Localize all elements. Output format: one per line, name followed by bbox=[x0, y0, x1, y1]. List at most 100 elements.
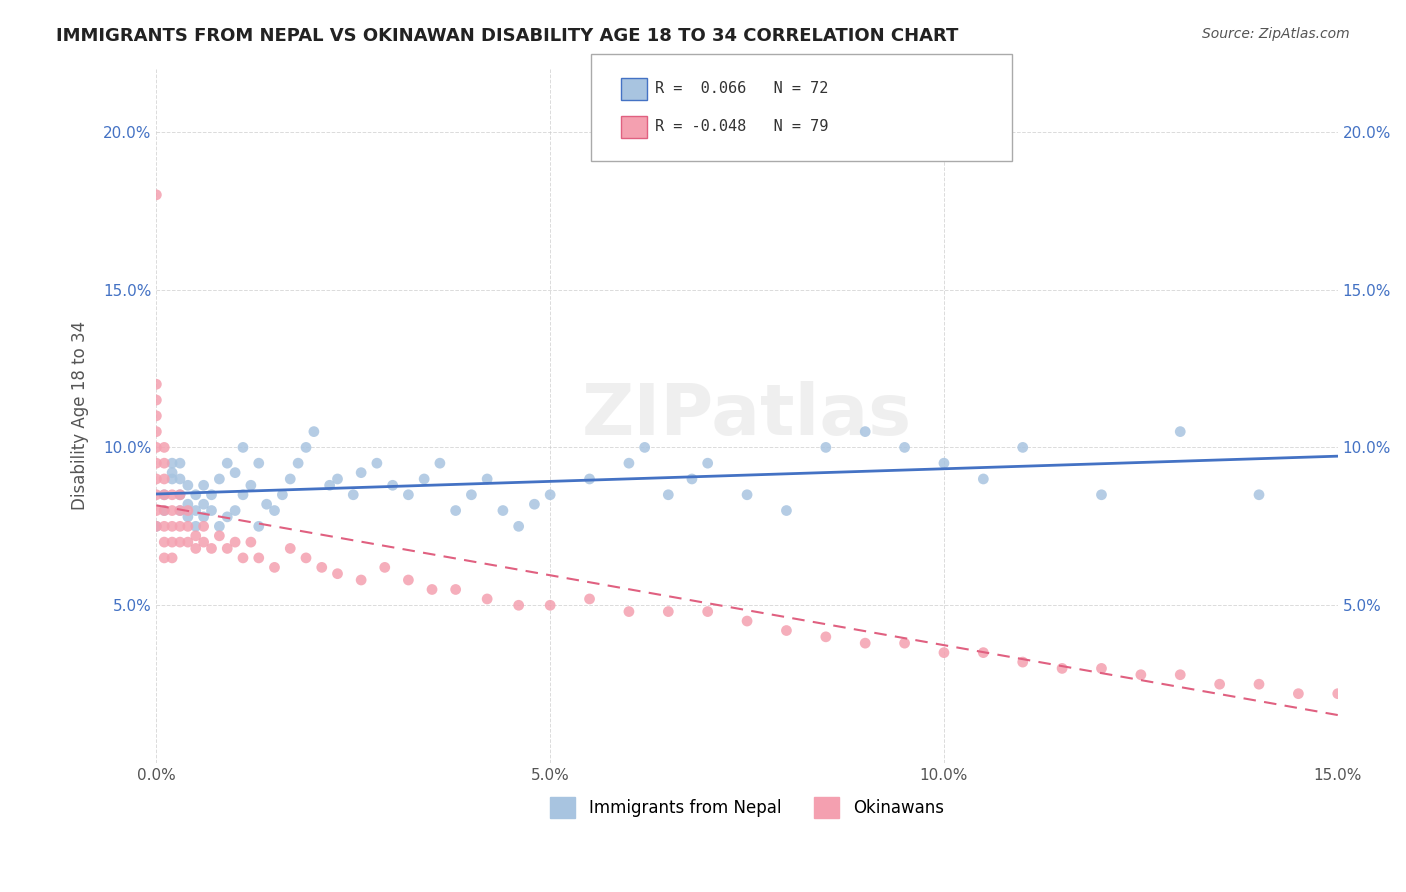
Text: R =  0.066   N = 72: R = 0.066 N = 72 bbox=[655, 81, 828, 95]
Point bbox=[1090, 488, 1112, 502]
Point bbox=[295, 550, 318, 565]
Point bbox=[538, 488, 561, 502]
Point bbox=[508, 519, 530, 533]
Point bbox=[1247, 677, 1270, 691]
Point bbox=[153, 535, 176, 549]
Point bbox=[169, 535, 191, 549]
Point bbox=[177, 503, 200, 517]
Point bbox=[460, 488, 482, 502]
Point bbox=[153, 456, 176, 470]
Point bbox=[177, 519, 200, 533]
Point bbox=[169, 503, 191, 517]
Point bbox=[735, 614, 758, 628]
Point bbox=[295, 441, 318, 455]
Point bbox=[508, 599, 530, 613]
Point bbox=[318, 478, 340, 492]
Point bbox=[1090, 661, 1112, 675]
Point bbox=[413, 472, 436, 486]
Point bbox=[311, 560, 333, 574]
Point bbox=[775, 624, 797, 638]
Point bbox=[475, 472, 498, 486]
Point bbox=[232, 441, 254, 455]
Point bbox=[153, 519, 176, 533]
Point bbox=[696, 605, 718, 619]
Point bbox=[617, 456, 640, 470]
Point bbox=[1247, 488, 1270, 502]
Point bbox=[184, 529, 207, 543]
Point bbox=[184, 519, 207, 533]
Point bbox=[160, 535, 183, 549]
Point bbox=[145, 519, 167, 533]
Point bbox=[492, 503, 515, 517]
Point bbox=[193, 478, 215, 492]
Point bbox=[326, 566, 349, 581]
Point bbox=[893, 441, 915, 455]
Point bbox=[396, 488, 419, 502]
Point bbox=[1286, 687, 1309, 701]
Point bbox=[145, 488, 167, 502]
Point bbox=[169, 503, 191, 517]
Point bbox=[429, 456, 451, 470]
Point bbox=[578, 591, 600, 606]
Point bbox=[523, 497, 546, 511]
Point bbox=[247, 550, 270, 565]
Point bbox=[1168, 667, 1191, 681]
Point bbox=[350, 466, 373, 480]
Point bbox=[475, 591, 498, 606]
Point bbox=[200, 541, 222, 556]
Point bbox=[169, 519, 191, 533]
Point bbox=[193, 535, 215, 549]
Point bbox=[578, 472, 600, 486]
Point bbox=[145, 392, 167, 407]
Point bbox=[224, 535, 246, 549]
Point bbox=[169, 488, 191, 502]
Point bbox=[972, 472, 994, 486]
Point bbox=[153, 441, 176, 455]
Point bbox=[145, 187, 167, 202]
Point bbox=[177, 509, 200, 524]
Point bbox=[396, 573, 419, 587]
Point bbox=[193, 497, 215, 511]
Point bbox=[617, 605, 640, 619]
Point bbox=[814, 441, 837, 455]
Point bbox=[232, 488, 254, 502]
Point bbox=[271, 488, 294, 502]
Point bbox=[193, 519, 215, 533]
Point bbox=[1208, 677, 1230, 691]
Point bbox=[224, 503, 246, 517]
Point bbox=[263, 560, 285, 574]
Point bbox=[208, 529, 231, 543]
Legend: Immigrants from Nepal, Okinawans: Immigrants from Nepal, Okinawans bbox=[544, 790, 950, 824]
Point bbox=[932, 646, 955, 660]
Text: IMMIGRANTS FROM NEPAL VS OKINAWAN DISABILITY AGE 18 TO 34 CORRELATION CHART: IMMIGRANTS FROM NEPAL VS OKINAWAN DISABI… bbox=[56, 27, 959, 45]
Point bbox=[184, 488, 207, 502]
Point bbox=[735, 488, 758, 502]
Point bbox=[193, 509, 215, 524]
Point bbox=[169, 488, 191, 502]
Point bbox=[145, 519, 167, 533]
Point bbox=[538, 599, 561, 613]
Point bbox=[1011, 441, 1033, 455]
Point bbox=[239, 478, 262, 492]
Point bbox=[217, 509, 239, 524]
Point bbox=[247, 456, 270, 470]
Point bbox=[972, 646, 994, 660]
Point bbox=[239, 535, 262, 549]
Point bbox=[184, 541, 207, 556]
Point bbox=[1011, 655, 1033, 669]
Point bbox=[232, 550, 254, 565]
Point bbox=[200, 488, 222, 502]
Point bbox=[420, 582, 443, 597]
Point bbox=[657, 488, 679, 502]
Point bbox=[160, 488, 183, 502]
Point bbox=[208, 519, 231, 533]
Point bbox=[153, 488, 176, 502]
Point bbox=[1129, 667, 1152, 681]
Point bbox=[160, 503, 183, 517]
Point bbox=[696, 456, 718, 470]
Point bbox=[217, 456, 239, 470]
Point bbox=[681, 472, 703, 486]
Point bbox=[350, 573, 373, 587]
Text: ZIPatlas: ZIPatlas bbox=[582, 381, 912, 450]
Point bbox=[247, 519, 270, 533]
